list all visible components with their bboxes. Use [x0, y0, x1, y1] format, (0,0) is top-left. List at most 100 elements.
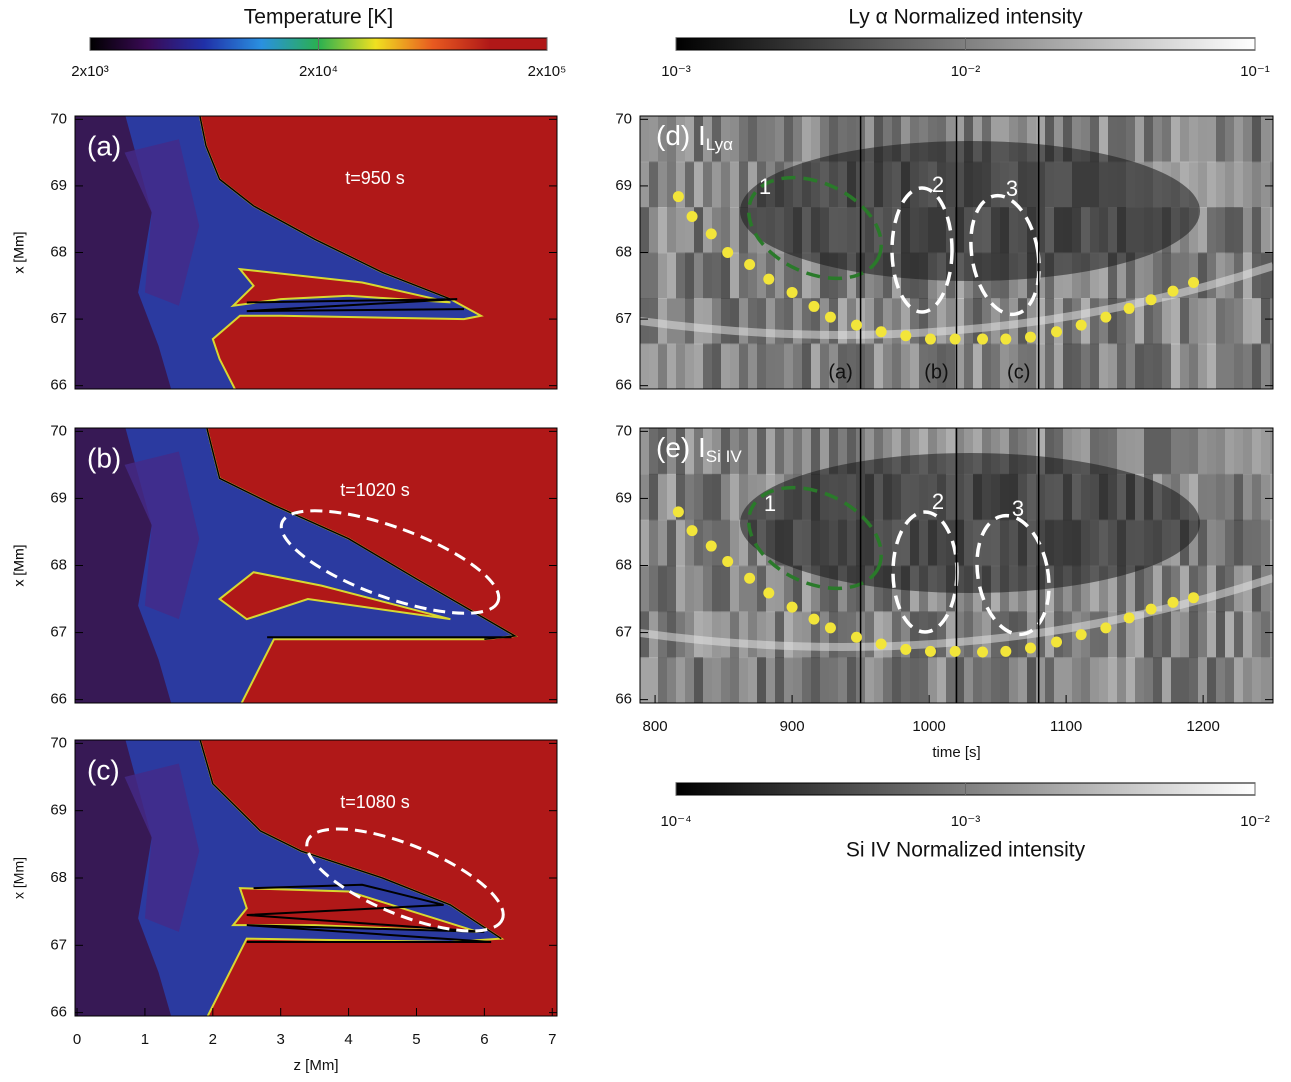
colorbar-tick-label: 2x10⁴	[299, 63, 338, 80]
map-cell	[658, 474, 667, 521]
map-cell	[721, 566, 730, 613]
map-cell	[721, 344, 730, 391]
map-cell	[1207, 474, 1216, 521]
map-cell	[1252, 207, 1261, 254]
map-cell	[1225, 611, 1234, 658]
track-point	[1025, 643, 1036, 654]
x-tick-label: 0	[73, 1031, 81, 1048]
map-cell	[658, 566, 667, 613]
map-cell	[793, 611, 802, 658]
track-point	[673, 506, 684, 517]
map-cell	[1162, 657, 1171, 704]
map-cell	[757, 344, 766, 391]
map-cell	[703, 657, 712, 704]
map-cell	[1234, 611, 1243, 658]
map-cell	[1252, 298, 1261, 345]
x-tick-label: 1100	[1050, 718, 1082, 735]
map-cell	[712, 474, 721, 521]
map-cell	[1153, 298, 1162, 345]
map-cell	[1171, 298, 1180, 345]
map-cell	[1216, 520, 1225, 567]
map-cell	[1216, 611, 1225, 658]
map-cell	[1180, 428, 1189, 475]
map-cell	[874, 657, 883, 704]
y-tick-label: 66	[615, 691, 632, 708]
map-cell	[964, 344, 973, 391]
map-cell	[1135, 116, 1144, 163]
map-cell	[1270, 428, 1279, 475]
colorbar-title: Temperature [K]	[244, 6, 393, 29]
map-cell	[694, 611, 703, 658]
track-point	[1076, 320, 1087, 331]
heatmap	[70, 425, 557, 707]
map-cell	[1216, 162, 1225, 209]
map-cell	[1189, 344, 1198, 391]
y-tick-label: 69	[50, 489, 67, 506]
map-cell	[865, 611, 874, 658]
map-cell	[1000, 657, 1009, 704]
map-cell	[703, 474, 712, 521]
map-cell	[739, 116, 748, 163]
map-cell	[829, 657, 838, 704]
map-cell	[757, 566, 766, 613]
map-cell	[712, 253, 721, 300]
map-cell	[1036, 344, 1045, 391]
map-cell	[1252, 162, 1261, 209]
panel-label-main: (e) I	[656, 432, 706, 463]
map-cell	[1180, 657, 1189, 704]
track-point	[763, 274, 774, 285]
map-cell	[1117, 116, 1126, 163]
map-cell	[730, 611, 739, 658]
track-point	[1025, 332, 1036, 343]
map-cell	[1207, 344, 1216, 391]
map-cell	[1162, 428, 1171, 475]
map-cell	[1126, 344, 1135, 391]
map-cell	[721, 298, 730, 345]
map-cell	[694, 298, 703, 345]
map-cell	[1252, 474, 1261, 521]
map-cell	[1135, 428, 1144, 475]
map-cell	[1234, 162, 1243, 209]
x-tick-label: 1200	[1186, 718, 1219, 735]
track-point	[1000, 334, 1011, 345]
map-cell	[1207, 298, 1216, 345]
map-cell	[811, 116, 820, 163]
map-cell	[901, 657, 910, 704]
track-point	[1167, 286, 1178, 297]
map-cell	[1018, 657, 1027, 704]
map-cell	[1144, 116, 1153, 163]
y-tick-label: 70	[50, 422, 67, 439]
map-cell	[730, 162, 739, 209]
map-cell	[883, 657, 892, 704]
map-cell	[712, 657, 721, 704]
map-cell	[712, 344, 721, 391]
map-cell	[1081, 657, 1090, 704]
map-cell	[685, 253, 694, 300]
map-cell	[1126, 657, 1135, 704]
map-cell	[811, 657, 820, 704]
map-cell	[640, 162, 649, 209]
x-axis-label: time [s]	[932, 744, 980, 761]
map-cell	[811, 428, 820, 475]
track-point	[1146, 294, 1157, 305]
map-cell	[910, 611, 919, 658]
map-cell	[1234, 207, 1243, 254]
map-cell	[640, 657, 649, 704]
map-cell	[703, 344, 712, 391]
x-tick-label: 800	[643, 718, 668, 735]
track-point	[1124, 303, 1135, 314]
map-cell	[766, 298, 775, 345]
track-point	[722, 247, 733, 258]
map-cell	[1225, 344, 1234, 391]
y-tick-label: 67	[50, 936, 67, 953]
track-point	[1124, 612, 1135, 623]
map-cell	[1126, 116, 1135, 163]
map-cell	[1225, 657, 1234, 704]
map-cell	[847, 657, 856, 704]
map-cell	[838, 611, 847, 658]
track-point	[825, 622, 836, 633]
map-cell	[1207, 520, 1216, 567]
map-cell	[640, 566, 649, 613]
y-tick-label: 68	[50, 869, 67, 886]
map-cell	[820, 116, 829, 163]
